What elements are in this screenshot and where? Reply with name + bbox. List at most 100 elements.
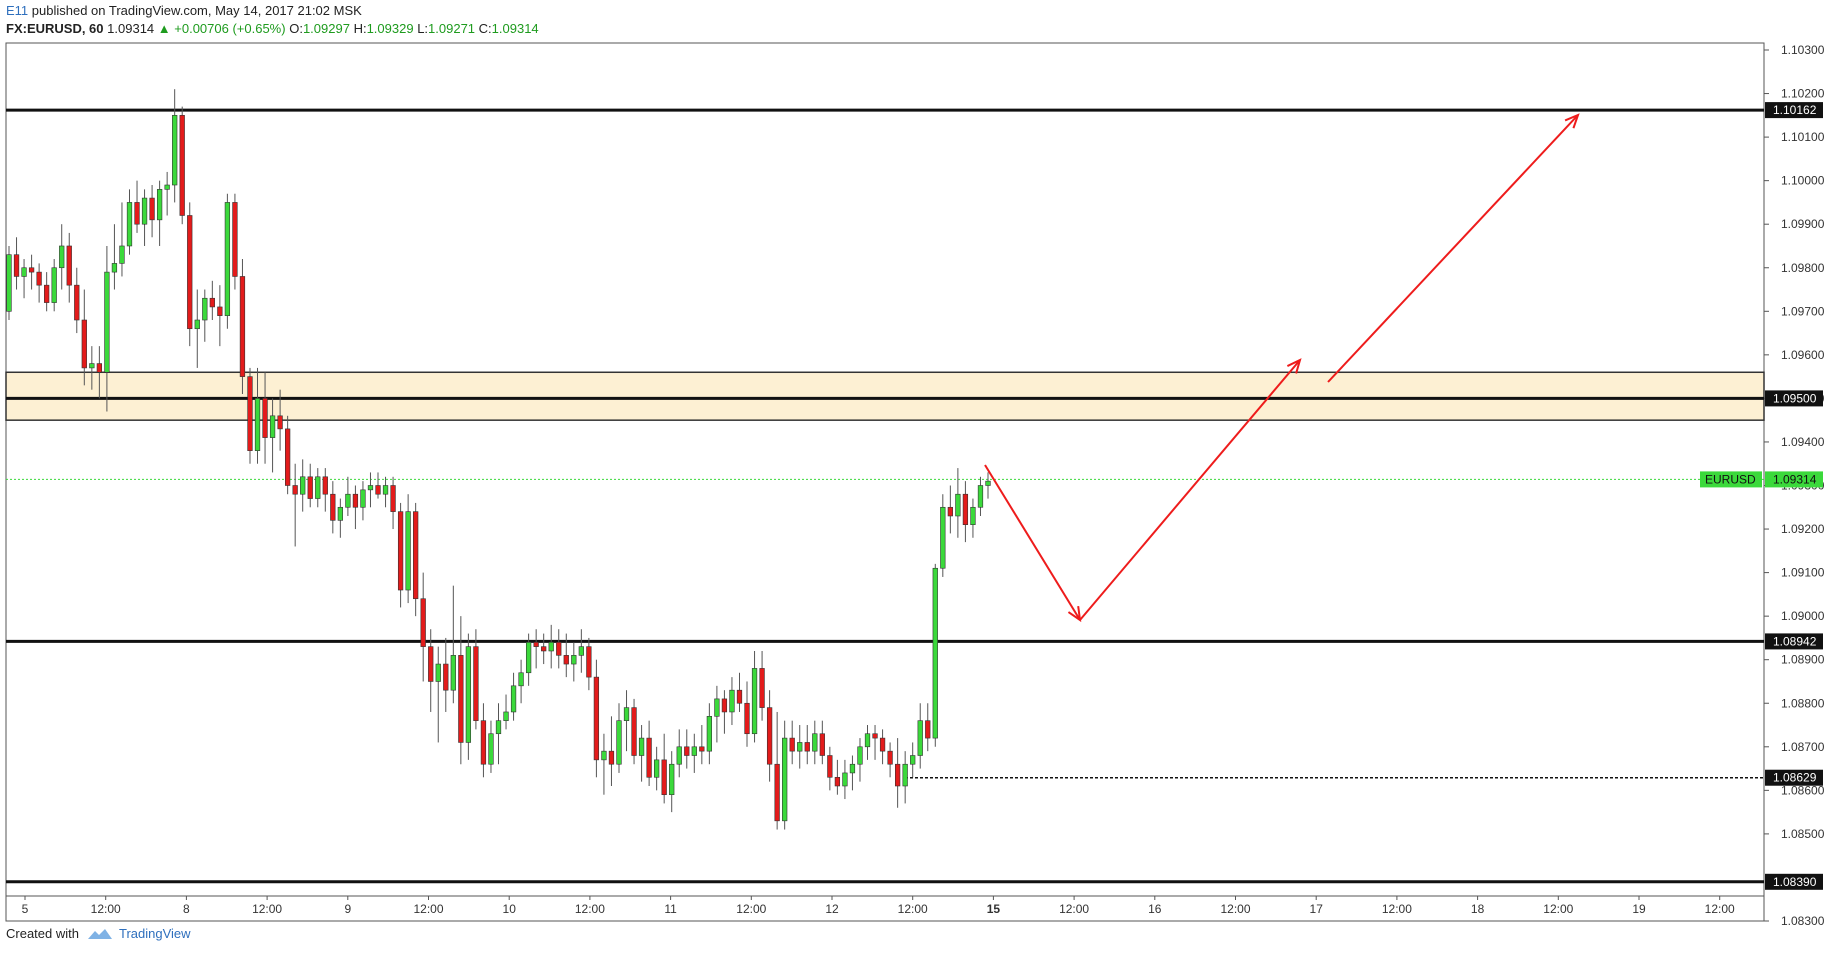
candle-body — [262, 398, 268, 438]
candle-body — [435, 663, 441, 682]
candle-body — [51, 267, 57, 303]
candle-body — [473, 646, 479, 721]
y-tick-label: 1.09000 — [1781, 609, 1824, 623]
arrow-shaft — [1327, 114, 1579, 383]
candle-body — [285, 428, 291, 486]
candle-body — [759, 668, 765, 708]
level-label-bg — [1765, 102, 1823, 119]
x-tick-label: 15 — [987, 902, 1001, 916]
candle-body — [232, 202, 238, 277]
y-tick-label: 1.10300 — [1781, 43, 1824, 57]
candle-body — [578, 646, 584, 656]
x-tick-label: 5 — [22, 902, 29, 916]
close-label: C: — [478, 21, 492, 36]
low-value: 1.09271 — [428, 21, 476, 36]
candle-body — [202, 297, 208, 321]
candle-body — [827, 755, 833, 778]
arrow-shaft — [984, 464, 1081, 621]
candle-body — [985, 480, 991, 486]
x-tick-label: 12 — [825, 902, 839, 916]
tradingview-link[interactable]: TradingView — [118, 926, 191, 941]
x-tick-label: 12:00 — [413, 902, 443, 916]
candle-body — [292, 485, 298, 495]
candle-body — [676, 746, 682, 765]
y-tick-label: 1.10100 — [1781, 130, 1824, 144]
publisher-username[interactable]: E11 — [6, 3, 29, 18]
x-tick-label: 12:00 — [1220, 902, 1250, 916]
candle-body — [789, 737, 795, 752]
x-tick-label: 8 — [183, 902, 190, 916]
candle-body — [864, 733, 871, 748]
candle-body — [721, 698, 728, 713]
created-with-text: Created with — [6, 926, 79, 941]
candle-body — [819, 733, 825, 756]
candle-body — [902, 763, 908, 787]
open-value: 1.09297 — [302, 21, 350, 36]
candle-body — [300, 476, 306, 495]
current-price-label: 1.09314 — [1773, 472, 1817, 486]
candle-body — [714, 698, 720, 717]
candle-body — [224, 202, 231, 316]
candle-body — [13, 254, 20, 277]
candle-body — [36, 271, 42, 286]
candle-body — [382, 485, 389, 495]
projection-arrow-up-to-target — [1327, 113, 1580, 383]
y-tick-label: 1.09200 — [1781, 522, 1824, 536]
candle-body — [699, 746, 705, 752]
candle-body — [330, 493, 336, 521]
candle-body — [141, 197, 148, 225]
publisher-line: E11 published on TradingView.com, May 14… — [6, 3, 362, 18]
candle-body — [397, 511, 404, 591]
high-label: H: — [353, 21, 367, 36]
candle-body — [74, 284, 80, 321]
candle-body — [488, 733, 494, 765]
candle-body — [917, 720, 923, 756]
arrow-head — [1564, 113, 1580, 129]
candle-body — [691, 746, 697, 756]
candle-body — [910, 755, 916, 765]
x-tick-label: 12:00 — [736, 902, 766, 916]
candle-body — [307, 476, 313, 499]
candle-body — [744, 702, 750, 735]
y-tick-label: 1.09100 — [1781, 566, 1824, 580]
x-tick-label: 18 — [1471, 902, 1485, 916]
candle-body — [977, 485, 984, 508]
candle-body — [428, 646, 434, 682]
candle-body — [337, 506, 343, 521]
x-tick-label: 11 — [664, 902, 677, 916]
candle-body — [119, 245, 125, 264]
candle-body — [541, 646, 547, 652]
candle-body — [684, 746, 690, 756]
candle-body — [623, 707, 630, 721]
footer: Created with TradingView — [6, 926, 191, 941]
level-label-bg — [1765, 769, 1823, 786]
candle-body — [390, 485, 396, 512]
published-text: published on TradingView.com, May 14, 20… — [28, 3, 362, 18]
level-label-bg — [1765, 873, 1823, 890]
candle-body — [89, 363, 95, 369]
candle-body — [510, 685, 517, 713]
candle-body — [751, 668, 758, 735]
candle-body — [729, 689, 735, 713]
candle-body — [782, 737, 788, 822]
candle-body — [940, 506, 946, 569]
candle-body — [593, 676, 600, 761]
candle-body — [601, 750, 607, 761]
level-label: 1.08942 — [1773, 634, 1817, 648]
candle-body — [797, 742, 803, 752]
y-tick-label: 1.08500 — [1781, 827, 1824, 841]
candle-body — [970, 506, 976, 525]
candle-body — [458, 655, 464, 743]
x-tick-label: 10 — [503, 902, 517, 916]
candle-body — [638, 737, 645, 756]
candle-body — [360, 489, 366, 508]
candle-body — [661, 759, 667, 796]
candle-body — [66, 245, 72, 286]
candle-body — [804, 742, 810, 752]
arrow-head — [1286, 358, 1302, 374]
candle-body — [194, 319, 200, 330]
y-tick-label: 1.08700 — [1781, 740, 1824, 754]
level-label-bg — [1765, 390, 1823, 407]
candle-body — [104, 271, 110, 373]
